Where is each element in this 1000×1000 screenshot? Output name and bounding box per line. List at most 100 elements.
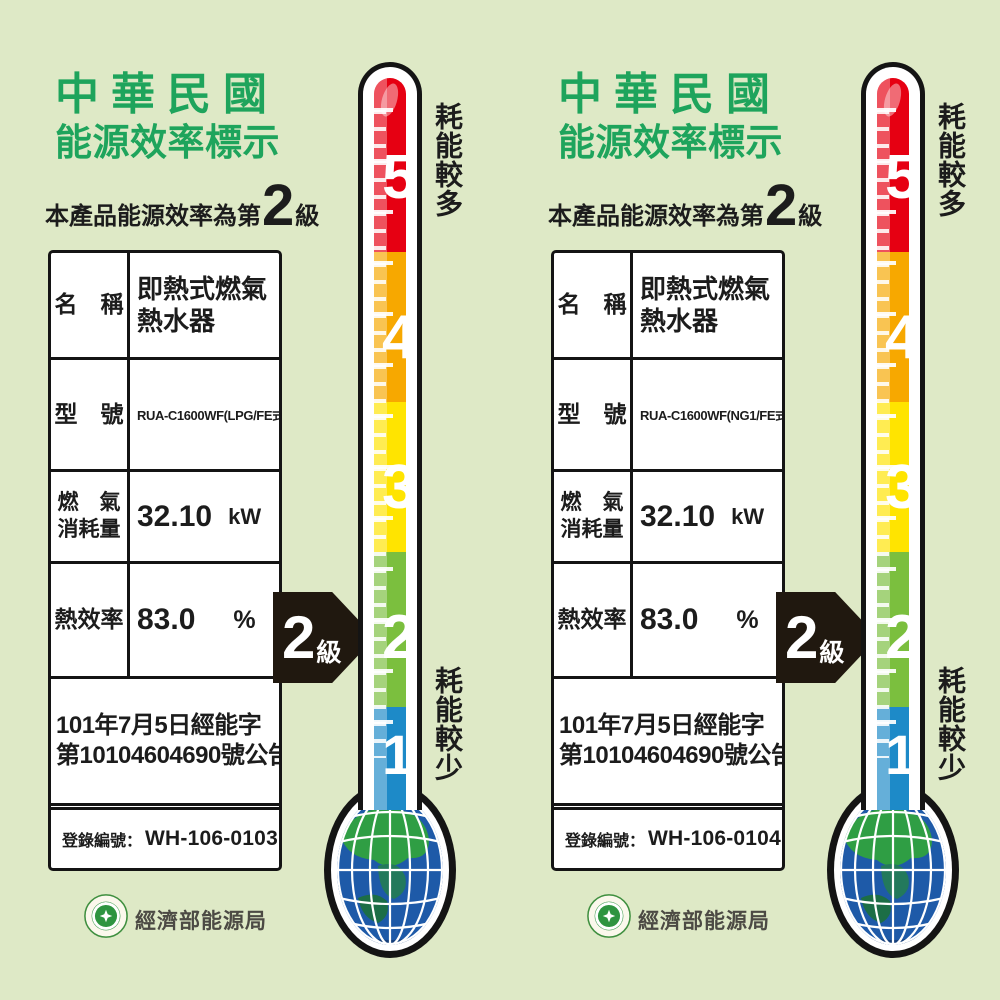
model-value-cell: RUA-C1600WF(LPG/FE式) — [130, 360, 279, 469]
model-label: 型 號 — [557, 400, 627, 427]
name-value-cell: 即熱式燃氣 熱水器 — [633, 253, 782, 357]
grade-arrow-suffix: 級 — [819, 639, 845, 667]
efficiency-label-cell: 熱效率 — [51, 564, 130, 676]
notice-line1: 101年7月5日經能字 — [56, 712, 262, 739]
table-row-registration: 登錄編號： WH-106-0104 — [554, 810, 782, 868]
gas-label-line1: 燃 氣 — [560, 491, 624, 515]
name-label: 名 稱 — [54, 291, 124, 318]
efficiency-label: 熱效率 — [557, 606, 627, 633]
name-value-cell: 即熱式燃氣 熱水器 — [130, 253, 279, 357]
notice-line2: 第10104604690號公告 — [56, 742, 279, 769]
gas-value-cell: 32.10 kW — [130, 472, 279, 561]
efficiency-unit: % — [233, 605, 256, 634]
gas-label-line2: 消耗量 — [560, 517, 624, 541]
grade-statement-prefix: 本產品能源效率為第 — [548, 202, 764, 230]
registration-cell: 登錄編號： WH-106-0104 — [554, 810, 782, 868]
scale-ticks-major — [374, 108, 393, 758]
thermometer-scale: 5 4 3 2 1 — [877, 78, 909, 810]
table-row-efficiency: 熱效率 83.0 % — [51, 564, 279, 679]
label-title-line2: 能源效率標示 — [558, 122, 783, 163]
table-row-registration: 登錄編號： WH-106-0103 — [51, 810, 279, 868]
earth-globe-icon — [827, 782, 959, 958]
scale-number-4: 4 — [885, 303, 909, 372]
scale-number-1: 1 — [382, 723, 406, 786]
efficiency-value: 83.0 — [137, 603, 196, 636]
model-label-cell: 型 號 — [554, 360, 633, 469]
thermometer-scale: 5 4 3 2 1 — [374, 78, 406, 810]
notice-cell: 101年7月5日經能字 第10104604690號公告 — [51, 679, 279, 803]
gas-unit: kW — [731, 503, 765, 529]
scale-ticks-major — [877, 108, 896, 758]
grade-arrow-number: 2 — [785, 603, 819, 671]
model-label-cell: 型 號 — [51, 360, 130, 469]
gas-label-cell: 燃 氣 消耗量 — [554, 472, 633, 561]
scale-bottom-label: 耗能較少 — [432, 666, 463, 782]
name-label: 名 稱 — [557, 291, 627, 318]
model-value: RUA-C1600WF(NG1/FE式) — [640, 408, 782, 423]
energy-bureau-seal-icon — [84, 894, 128, 938]
scale-top-label: 耗能較多 — [432, 102, 463, 218]
label-title-line1: 中華民國 — [55, 70, 279, 119]
grade-arrow-suffix: 級 — [316, 639, 342, 667]
gas-label-line1: 燃 氣 — [57, 491, 121, 515]
scale-number-4: 4 — [382, 303, 406, 372]
efficiency-value-cell: 83.0 % — [130, 564, 279, 676]
registration-number: WH-106-0104 — [648, 827, 781, 850]
table-row-name: 名 稱 即熱式燃氣 熱水器 — [51, 253, 279, 360]
gas-unit: kW — [228, 503, 262, 529]
registration-label: 登錄編號： — [565, 833, 646, 850]
grade-statement-suffix: 級 — [295, 202, 320, 230]
label-title-line1: 中華民國 — [558, 70, 782, 119]
table-row-gas-consumption: 燃 氣 消耗量 32.10 kW — [51, 472, 279, 564]
model-value-cell: RUA-C1600WF(NG1/FE式) — [633, 360, 782, 469]
scale-number-2: 2 — [382, 603, 406, 672]
grade-statement: 本產品能源效率為第 2 級 — [548, 172, 823, 234]
scale-number-2: 2 — [885, 603, 909, 672]
table-row-name: 名 稱 即熱式燃氣 熱水器 — [554, 253, 782, 360]
name-value-line1: 即熱式燃氣 — [137, 273, 268, 304]
name-value-line2: 熱水器 — [137, 306, 216, 336]
scale-top-label: 耗能較多 — [935, 102, 966, 218]
gas-label-line2: 消耗量 — [57, 517, 121, 541]
grade-statement-prefix: 本產品能源效率為第 — [45, 202, 261, 230]
registration-label: 登錄編號： — [62, 833, 143, 850]
table-row-model: 型 號 RUA-C1600WF(NG1/FE式) — [554, 360, 782, 472]
thermometer-inner-border: 5 4 3 2 1 — [866, 67, 920, 810]
label-title-line2: 能源效率標示 — [55, 122, 280, 163]
name-label-cell: 名 稱 — [51, 253, 130, 357]
scale-number-1: 1 — [885, 723, 909, 786]
efficiency-value-cell: 83.0 % — [633, 564, 782, 676]
gas-value-cell: 32.10 kW — [633, 472, 782, 561]
table-row-notice: 101年7月5日經能字 第10104604690號公告 — [51, 679, 279, 806]
gas-value: 32.10 — [137, 499, 213, 533]
grade-arrow-number: 2 — [282, 603, 316, 671]
registration-cell: 登錄編號： WH-106-0103 — [51, 810, 279, 868]
earth-globe-icon — [324, 782, 456, 958]
name-value-line1: 即熱式燃氣 — [640, 273, 771, 304]
grade-statement: 本產品能源效率為第 2 級 — [45, 172, 320, 234]
grade-statement-suffix: 級 — [798, 202, 823, 230]
notice-line2: 第10104604690號公告 — [559, 742, 782, 769]
efficiency-label-cell: 熱效率 — [554, 564, 633, 676]
notice-cell: 101年7月5日經能字 第10104604690號公告 — [554, 679, 782, 803]
gas-label-cell: 燃 氣 消耗量 — [51, 472, 130, 561]
scale-number-3: 3 — [885, 453, 909, 522]
efficiency-unit: % — [736, 605, 759, 634]
table-row-efficiency: 熱效率 83.0 % — [554, 564, 782, 679]
name-value-line2: 熱水器 — [640, 306, 719, 336]
energy-bureau-seal-icon — [587, 894, 631, 938]
agency-name: 經濟部能源局 — [638, 910, 770, 933]
notice-line1: 101年7月5日經能字 — [559, 712, 765, 739]
gas-value: 32.10 — [640, 499, 716, 533]
thermometer-tube: 5 4 3 2 1 — [861, 62, 925, 810]
model-value: RUA-C1600WF(LPG/FE式) — [137, 408, 279, 423]
agency-name: 經濟部能源局 — [135, 910, 267, 933]
registration-divider — [51, 806, 279, 810]
thermometer-tube: 5 4 3 2 1 — [358, 62, 422, 810]
scale-bottom-label: 耗能較少 — [935, 666, 966, 782]
scale-number-5: 5 — [382, 143, 406, 212]
efficiency-label: 熱效率 — [54, 606, 124, 633]
name-label-cell: 名 稱 — [554, 253, 633, 357]
table-row-notice: 101年7月5日經能字 第10104604690號公告 — [554, 679, 782, 806]
